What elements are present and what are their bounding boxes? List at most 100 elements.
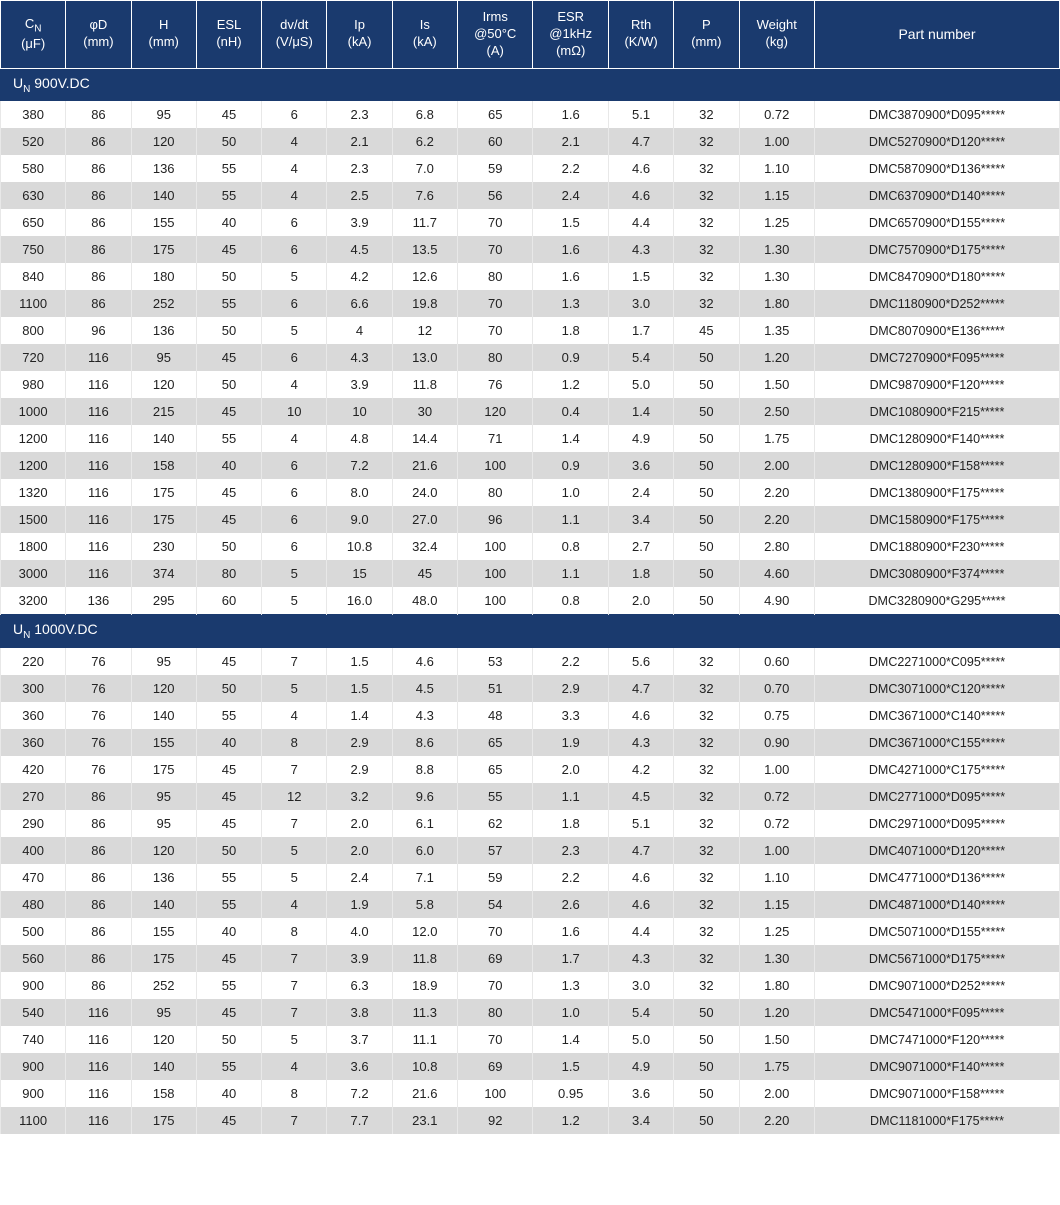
cell: 116 — [66, 452, 131, 479]
cell: 80 — [457, 479, 532, 506]
cell: 0.72 — [739, 810, 814, 837]
cell: 14.4 — [392, 425, 457, 452]
cell: 50 — [674, 425, 739, 452]
part-number: DMC1280900*F158***** — [814, 452, 1059, 479]
cell: 45 — [196, 648, 261, 676]
cell: 76 — [457, 371, 532, 398]
cell: 62 — [457, 810, 532, 837]
cell: 5.1 — [608, 101, 673, 129]
part-number: DMC4771000*D136***** — [814, 864, 1059, 891]
cell: 95 — [131, 783, 196, 810]
cell: 175 — [131, 479, 196, 506]
cell: 1.5 — [608, 263, 673, 290]
col-header: dv/dt(V/μS) — [262, 1, 327, 69]
cell: 2.20 — [739, 506, 814, 533]
cell: 4 — [262, 128, 327, 155]
cell: 2.9 — [327, 756, 392, 783]
cell: 480 — [1, 891, 66, 918]
cell: 21.6 — [392, 1080, 457, 1107]
cell: 1.4 — [608, 398, 673, 425]
cell: 4 — [262, 1053, 327, 1080]
cell: 1.1 — [533, 560, 608, 587]
cell: 6 — [262, 236, 327, 263]
cell: 1.5 — [327, 675, 392, 702]
cell: 116 — [66, 344, 131, 371]
cell: 55 — [196, 425, 261, 452]
cell: 1800 — [1, 533, 66, 560]
cell: 11.3 — [392, 999, 457, 1026]
part-number: DMC2771000*D095***** — [814, 783, 1059, 810]
cell: 140 — [131, 182, 196, 209]
part-number: DMC5471000*F095***** — [814, 999, 1059, 1026]
cell: 4 — [262, 371, 327, 398]
cell: 3.9 — [327, 371, 392, 398]
cell: 45 — [196, 236, 261, 263]
part-number: DMC1080900*F215***** — [814, 398, 1059, 425]
cell: 86 — [66, 864, 131, 891]
cell: 4 — [262, 155, 327, 182]
cell: 86 — [66, 128, 131, 155]
col-header: Rth(K/W) — [608, 1, 673, 69]
cell: 175 — [131, 756, 196, 783]
cell: 1.9 — [327, 891, 392, 918]
cell: 32 — [674, 236, 739, 263]
cell: 120 — [131, 837, 196, 864]
cell: 80 — [457, 263, 532, 290]
cell: 1.6 — [533, 918, 608, 945]
cell: 1.15 — [739, 182, 814, 209]
cell: 50 — [196, 128, 261, 155]
cell: 1.5 — [533, 1053, 608, 1080]
cell: 900 — [1, 1053, 66, 1080]
table-row: 560861754573.911.8691.74.3321.30DMC56710… — [1, 945, 1060, 972]
cell: 120 — [457, 398, 532, 425]
cell: 1.4 — [533, 1026, 608, 1053]
cell: 50 — [674, 1053, 739, 1080]
cell: 1500 — [1, 506, 66, 533]
cell: 5 — [262, 837, 327, 864]
cell: 4.8 — [327, 425, 392, 452]
cell: 16.0 — [327, 587, 392, 615]
cell: 76 — [66, 675, 131, 702]
cell: 116 — [66, 1080, 131, 1107]
col-header: P(mm) — [674, 1, 739, 69]
cell: 2.5 — [327, 182, 392, 209]
cell: 60 — [196, 587, 261, 615]
cell: 86 — [66, 209, 131, 236]
table-row: 11001161754577.723.1921.23.4502.20DMC118… — [1, 1107, 1060, 1134]
table-row: 1100862525566.619.8701.33.0321.80DMC1180… — [1, 290, 1060, 317]
cell: 4.60 — [739, 560, 814, 587]
cell: 175 — [131, 506, 196, 533]
cell: 116 — [66, 1053, 131, 1080]
cell: 116 — [66, 533, 131, 560]
table-row: 750861754564.513.5701.64.3321.30DMC75709… — [1, 236, 1060, 263]
cell: 56 — [457, 182, 532, 209]
table-row: 520861205042.16.2602.14.7321.00DMC527090… — [1, 128, 1060, 155]
cell: 70 — [457, 317, 532, 344]
cell: 6 — [262, 344, 327, 371]
table-row: 320013629560516.048.01000.82.0504.90DMC3… — [1, 587, 1060, 615]
cell: 120 — [131, 128, 196, 155]
cell: 300 — [1, 675, 66, 702]
part-number: DMC3671000*C155***** — [814, 729, 1059, 756]
cell: 740 — [1, 1026, 66, 1053]
cell: 32 — [674, 263, 739, 290]
part-number: DMC7471000*F120***** — [814, 1026, 1059, 1053]
cell: 0.9 — [533, 452, 608, 479]
table-row: 38086954562.36.8651.65.1320.72DMC3870900… — [1, 101, 1060, 129]
cell: 50 — [674, 398, 739, 425]
cell: 5.4 — [608, 999, 673, 1026]
cell: 32 — [674, 675, 739, 702]
cell: 69 — [457, 945, 532, 972]
part-number: DMC9071000*F140***** — [814, 1053, 1059, 1080]
cell: 4.5 — [392, 675, 457, 702]
cell: 32 — [674, 810, 739, 837]
cell: 40 — [196, 209, 261, 236]
cell: 116 — [66, 371, 131, 398]
cell: 40 — [196, 452, 261, 479]
cell: 32 — [674, 182, 739, 209]
cell: 1.8 — [533, 810, 608, 837]
cell: 2.3 — [533, 837, 608, 864]
cell: 6 — [262, 290, 327, 317]
cell: 21.6 — [392, 452, 457, 479]
cell: 2.50 — [739, 398, 814, 425]
